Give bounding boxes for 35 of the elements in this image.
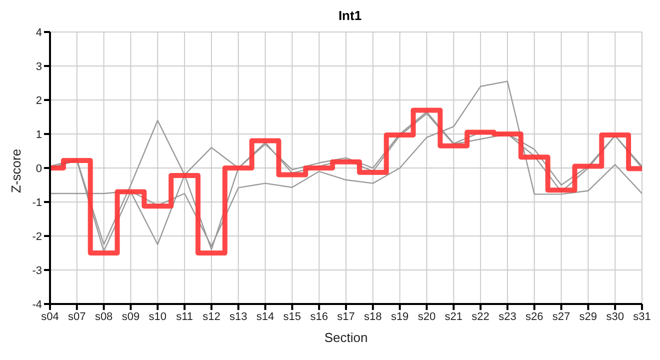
x-tick-label: s20 xyxy=(418,310,436,323)
y-axis-title: Z-score xyxy=(8,148,24,193)
x-tick-label: s18 xyxy=(364,310,382,323)
y-tick-label: 3 xyxy=(36,60,42,73)
y-tick-label: 0 xyxy=(36,162,42,175)
x-tick-label: s31 xyxy=(633,310,651,323)
x-tick-label: s14 xyxy=(256,310,274,323)
x-tick-label: s10 xyxy=(148,310,167,323)
x-tick-label: s26 xyxy=(525,310,544,323)
y-tick-label: -3 xyxy=(32,264,42,277)
x-tick-label: s13 xyxy=(229,310,248,323)
x-tick-label: s23 xyxy=(498,310,516,323)
x-tick-label: s21 xyxy=(444,310,463,323)
x-tick-label: s04 xyxy=(41,310,59,323)
x-tick-label: s22 xyxy=(472,310,490,323)
y-tick-label: 4 xyxy=(36,26,42,39)
x-tick-label: s17 xyxy=(337,310,355,323)
x-tick-label: s16 xyxy=(310,310,328,323)
x-tick-label: s30 xyxy=(606,310,624,323)
x-axis-title: Section xyxy=(324,330,368,345)
x-tick-label: s08 xyxy=(94,310,113,323)
x-tick-label: s27 xyxy=(552,310,570,323)
x-tick-label: s11 xyxy=(176,310,194,323)
y-tick-label: -1 xyxy=(32,196,42,209)
y-tick-label: -2 xyxy=(32,230,42,243)
x-tick-label: s12 xyxy=(202,310,220,323)
x-tick-label: s15 xyxy=(283,310,302,323)
x-tick-label: s09 xyxy=(122,310,140,323)
x-tick-label: s29 xyxy=(579,310,598,323)
y-tick-label: 1 xyxy=(36,128,42,141)
chart-title: Int1 xyxy=(337,8,363,24)
y-tick-label: -4 xyxy=(32,298,42,311)
y-tick-label: 2 xyxy=(36,94,42,107)
x-tick-label: s19 xyxy=(390,310,409,323)
x-tick-label: s07 xyxy=(68,310,86,323)
